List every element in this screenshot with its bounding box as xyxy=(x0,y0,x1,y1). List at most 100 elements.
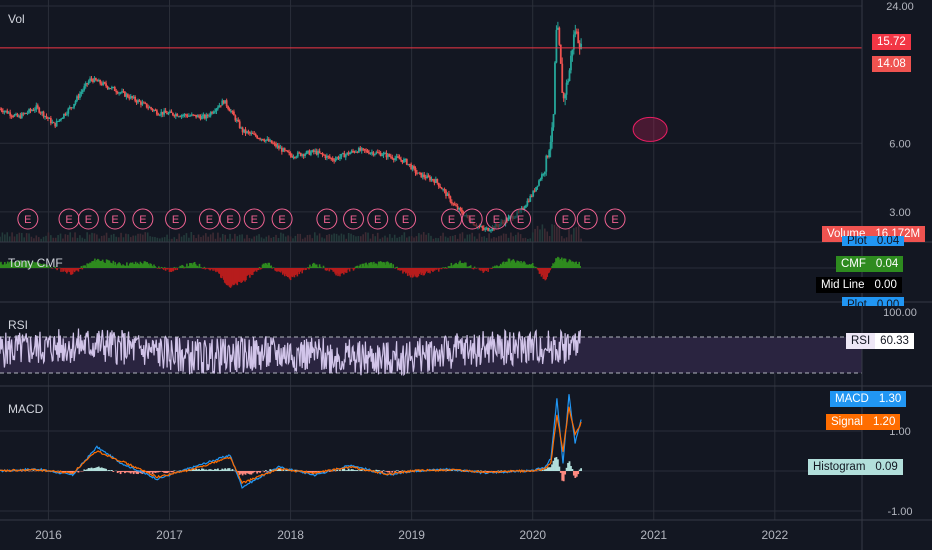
vol-candle xyxy=(298,152,301,154)
volume-bar xyxy=(192,235,195,242)
earnings-marker[interactable] xyxy=(367,208,389,230)
earnings-marker[interactable] xyxy=(104,208,126,230)
vol-candle xyxy=(321,153,324,155)
earnings-marker[interactable] xyxy=(316,208,338,230)
earnings-marker[interactable] xyxy=(461,208,483,230)
vol-candle xyxy=(89,78,91,82)
earnings-marker[interactable] xyxy=(604,208,626,230)
volume-bar xyxy=(270,237,272,242)
earnings-marker[interactable] xyxy=(395,208,417,230)
volume-bar xyxy=(447,237,449,242)
macd-histogram-bar xyxy=(394,471,397,473)
macd-histogram-bar xyxy=(96,467,99,471)
macd-histogram-bar xyxy=(67,471,70,473)
vol-candle xyxy=(73,103,75,108)
vol-candle xyxy=(273,143,276,145)
vol-candle xyxy=(112,86,115,88)
rsi-tag: RSI 60.33 xyxy=(846,333,914,349)
macd-histogram-bar xyxy=(416,470,418,471)
macd-histogram-bar xyxy=(554,457,556,471)
macd-histogram-bar xyxy=(208,469,211,471)
earnings-marker[interactable] xyxy=(132,208,154,230)
macd-pane[interactable] xyxy=(0,394,862,512)
earnings-marker[interactable] xyxy=(441,208,463,230)
macd-histogram-bar xyxy=(247,471,250,474)
vol-candle xyxy=(115,91,118,93)
vol-candle xyxy=(275,143,277,147)
vol-candle xyxy=(10,115,13,117)
earnings-marker[interactable] xyxy=(271,208,293,230)
cmf-pane[interactable] xyxy=(0,256,862,288)
vol-candle xyxy=(222,100,225,104)
volume-bar xyxy=(376,232,379,242)
macd-histogram-bar xyxy=(214,468,216,471)
volume-bar xyxy=(323,238,326,242)
vol-candle xyxy=(575,31,578,33)
vol-axis-label: 3.00 xyxy=(889,207,910,219)
volume-bar xyxy=(122,237,125,242)
vol-candle xyxy=(187,115,190,117)
vol-candle xyxy=(372,152,375,155)
vol-candle xyxy=(558,27,561,45)
volume-bar xyxy=(50,235,52,242)
earnings-marker[interactable] xyxy=(243,208,265,230)
vol-candle xyxy=(442,189,445,191)
volume-bar xyxy=(280,232,282,242)
macd-histogram-bar xyxy=(164,471,167,474)
earnings-marker[interactable] xyxy=(198,208,220,230)
volume-bar xyxy=(403,232,406,242)
vol-candle xyxy=(507,217,510,221)
vol-candle xyxy=(202,114,205,116)
vol-candle xyxy=(526,200,529,206)
earnings-marker[interactable] xyxy=(77,208,99,230)
macd-histogram-bar xyxy=(196,469,199,471)
earnings-marker[interactable] xyxy=(219,208,241,230)
volume-bar xyxy=(142,234,144,242)
vol-candle xyxy=(209,112,212,116)
volume-bar xyxy=(304,237,306,242)
vol-candle xyxy=(295,156,298,158)
earnings-marker[interactable] xyxy=(510,208,532,230)
macd-histogram-bar xyxy=(556,459,559,471)
macd-histogram-bar xyxy=(485,471,488,472)
macd-histogram-bar xyxy=(240,471,243,474)
vol-candle xyxy=(456,206,459,210)
volume-bar xyxy=(57,235,59,242)
vol-candle xyxy=(142,102,145,104)
time-axis[interactable]: 2016 2017 2018 2019 2020 2021 2022 xyxy=(35,528,788,542)
vol-candle xyxy=(218,105,221,108)
earnings-marker[interactable] xyxy=(485,208,507,230)
vol-candle xyxy=(206,114,209,116)
volume-bar xyxy=(318,233,321,242)
vol-candle xyxy=(257,138,260,140)
earnings-marker[interactable] xyxy=(165,208,187,230)
drawing-ellipse[interactable] xyxy=(632,116,668,142)
vol-candle xyxy=(339,156,341,159)
volume-bar xyxy=(425,234,427,242)
earnings-marker[interactable] xyxy=(343,208,365,230)
vol-candle xyxy=(84,83,87,87)
earnings-marker[interactable] xyxy=(554,208,576,230)
vol-candle xyxy=(131,96,134,98)
volume-bar xyxy=(374,236,377,242)
vol-candle xyxy=(208,115,211,117)
macd-histogram-bar xyxy=(171,471,174,473)
earnings-marker[interactable] xyxy=(576,208,598,230)
macd-histogram-bar xyxy=(102,468,105,471)
volume-bar xyxy=(236,236,239,242)
earnings-marker[interactable] xyxy=(17,208,39,230)
macd-histogram-bar xyxy=(462,469,465,471)
vol-candle xyxy=(110,87,113,89)
volume-bar xyxy=(188,237,190,242)
histogram-tag: Histogram 0.09 xyxy=(808,459,903,475)
volume-bar xyxy=(287,235,289,242)
volume-bar xyxy=(381,237,384,242)
vol-candle xyxy=(266,138,269,140)
macd-histogram-bar xyxy=(77,471,80,473)
vol-candle xyxy=(334,158,337,161)
volume-bar xyxy=(316,235,318,242)
rsi-pane[interactable] xyxy=(0,328,862,377)
